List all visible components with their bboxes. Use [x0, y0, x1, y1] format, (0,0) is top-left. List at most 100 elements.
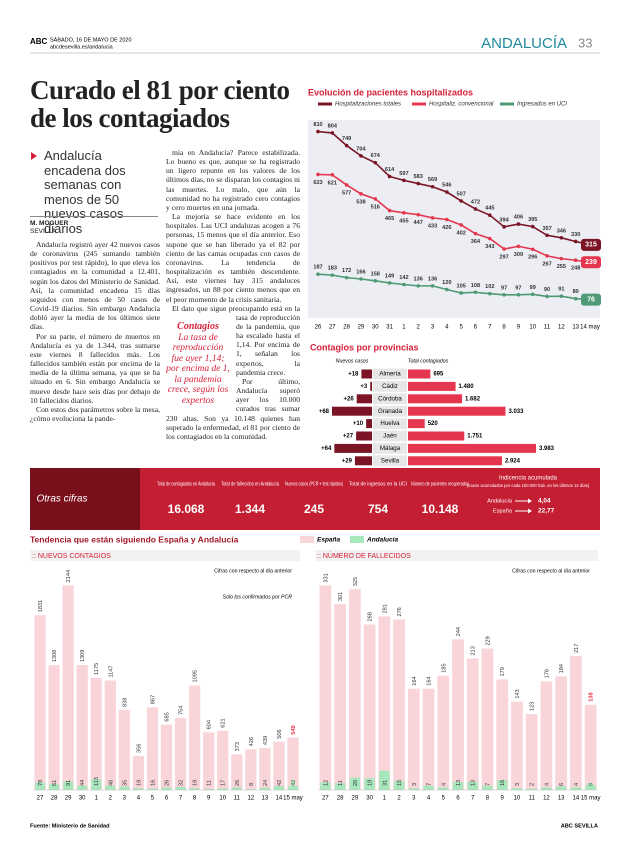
chart-header-band: [315, 550, 598, 561]
value-label: 838: [122, 698, 128, 707]
bar: [231, 787, 242, 790]
bar: [132, 756, 145, 790]
bar: [49, 784, 59, 790]
value-label: 804: [328, 123, 338, 129]
bar: [288, 785, 298, 790]
x-tick-label: 28: [337, 796, 344, 802]
bar: [274, 785, 284, 790]
category-band: [373, 368, 407, 380]
point: [545, 294, 549, 299]
value-label: 26: [235, 780, 241, 786]
value-label: 867: [150, 695, 156, 704]
value-label: 507: [456, 191, 465, 197]
x-tick-label: 1: [95, 796, 99, 802]
category-band: [373, 418, 407, 429]
bar: [320, 782, 331, 790]
bar: [259, 748, 271, 790]
x-tick-label: 11: [544, 325, 551, 331]
incidence-value: 4,04: [538, 498, 551, 505]
value-label: 297: [499, 255, 508, 261]
bar: [119, 786, 130, 790]
value-label: 1.682: [465, 396, 481, 402]
stats-label: Otras cifras: [36, 494, 87, 505]
bar: [482, 785, 493, 790]
value-label: 138: [589, 692, 595, 701]
bar: [319, 585, 332, 790]
value-label: 61: [52, 780, 58, 786]
value-label: 248: [571, 266, 580, 272]
point: [516, 292, 521, 297]
value-label: 346: [557, 228, 566, 234]
x-tick-label: 31: [386, 325, 393, 331]
category-label: Cádiz: [382, 383, 398, 390]
value-label: 1308: [52, 650, 58, 662]
bar: [481, 648, 494, 790]
stat-value: 245: [304, 502, 324, 516]
bar: [62, 585, 74, 790]
point: [545, 254, 549, 258]
value-label: +18: [348, 372, 359, 378]
category-label: Almería: [379, 371, 401, 378]
stat-value: 1.344: [235, 502, 265, 516]
x-tick-label: 8: [193, 796, 197, 802]
x-tick-label: 1: [383, 796, 387, 802]
bar: [217, 730, 229, 790]
bar: [584, 704, 597, 790]
value-label: 343: [485, 244, 494, 250]
x-tick-label: 11: [529, 796, 536, 802]
stat-label: Nuevos casos (PCR + test rápidos): [285, 481, 343, 487]
bar: [259, 787, 270, 790]
bar: [570, 787, 582, 790]
value-label: 19: [136, 780, 142, 786]
bar: [555, 676, 568, 790]
pullquote: Contagios La tasa de reproducción fue ay…: [166, 321, 230, 406]
value-label: 164: [427, 676, 433, 685]
value-label: 546: [442, 183, 451, 189]
x-tick-label: 14 may: [580, 325, 600, 331]
category-label: Córdoba: [378, 395, 402, 402]
value-label: 123: [530, 702, 536, 711]
bar: [467, 781, 478, 790]
point: [387, 281, 392, 285]
legend-label: Hospitalizaciones totales: [335, 102, 401, 108]
value-label: 516: [371, 204, 380, 210]
value-label: 105: [456, 283, 465, 289]
value-label: 1.751: [467, 434, 483, 440]
bar: [526, 788, 537, 790]
bar: [231, 754, 243, 790]
incidence-note: (casos acumulados por cada 100.000 hab. …: [467, 483, 590, 488]
stat-value: 16.068: [168, 502, 205, 516]
x-tick-label: 15 may: [283, 796, 303, 802]
value-label: 2: [530, 783, 536, 786]
value-label: 255: [557, 264, 566, 270]
bar: [245, 749, 257, 790]
value-label: 149: [385, 273, 394, 279]
bar: [525, 714, 538, 790]
bar: [245, 789, 256, 790]
value-label: 120: [442, 280, 451, 286]
value-label: 2144: [66, 570, 72, 582]
value-label: 24: [263, 780, 269, 786]
value-label: 35: [122, 780, 128, 786]
value-label: 166: [356, 269, 365, 275]
bar: [118, 710, 130, 790]
paragraph: Andalucía registró ayer 42 nuevos casos …: [30, 240, 160, 332]
brand: ABC: [30, 37, 48, 46]
x-tick-label: 28: [51, 796, 58, 802]
value-label: 113: [94, 777, 100, 786]
value-label: 16: [150, 780, 156, 786]
value-label: 42: [291, 780, 297, 786]
value-label: 80: [573, 289, 579, 295]
value-label: 13: [456, 780, 462, 786]
bar: [349, 777, 360, 790]
bar: [175, 786, 186, 790]
value-label: 1175: [94, 663, 100, 675]
value-label: 158: [371, 271, 380, 277]
column-label: Nuevos casos: [336, 358, 369, 364]
value-label: 8: [589, 783, 595, 786]
x-tick-label: 13: [558, 796, 565, 802]
series-line: [317, 273, 591, 301]
bar: [48, 665, 60, 790]
bar: [379, 770, 390, 790]
chart-title: Evolución de pacientes hospitalizados: [308, 87, 473, 97]
